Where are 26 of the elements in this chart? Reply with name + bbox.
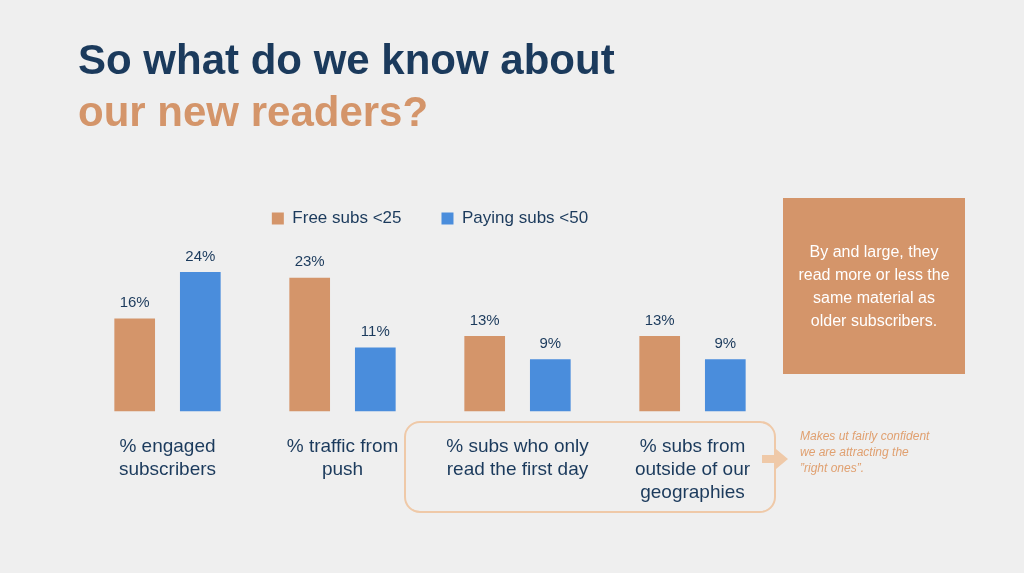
- x-tick-label: % subs from outside of our geographies: [634, 435, 751, 502]
- bar: [529, 359, 571, 412]
- bar: [464, 335, 506, 412]
- data-label: 9%: [539, 333, 562, 351]
- chart-title: So what do we know about: [78, 35, 615, 85]
- data-label: 16%: [119, 293, 150, 311]
- data-label: 9%: [714, 333, 737, 351]
- text: Makes ut fairly confident we are attracting the ”right ones”.: [800, 428, 930, 476]
- bar: [179, 271, 221, 412]
- text: By and large, they read more or less the same material as older subscribers.: [783, 198, 965, 374]
- data-label: 11%: [360, 322, 390, 340]
- legend-label: Free subs <25: [292, 208, 402, 228]
- x-tick-label: % traffic from push: [286, 435, 399, 480]
- bar: [114, 318, 156, 412]
- bar: [354, 347, 396, 412]
- data-label: 13%: [469, 310, 500, 328]
- bar: [704, 359, 746, 412]
- legend-label: Paying subs <50: [461, 208, 589, 228]
- data-label: 13%: [644, 310, 675, 328]
- chart-subtitle: our new readers?: [78, 87, 430, 137]
- x-tick-label: % subs who only read the first day: [446, 435, 590, 480]
- bar: [639, 335, 681, 412]
- x-tick-label: % engaged subscribers: [118, 435, 217, 480]
- data-label: 23%: [294, 252, 325, 270]
- data-label: 24%: [185, 246, 216, 264]
- bar: [289, 277, 331, 412]
